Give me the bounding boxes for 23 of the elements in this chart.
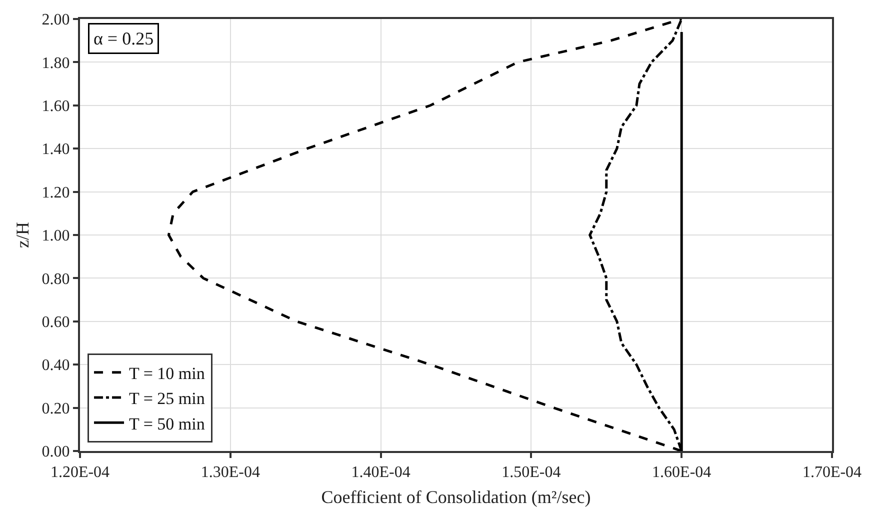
x-tick-label: 1.20E-04 <box>50 464 110 482</box>
x-tick-label: 1.40E-04 <box>351 464 410 482</box>
legend-label: T = 25 min <box>129 389 206 408</box>
y-tick-label: 0.00 <box>42 444 70 461</box>
y-tick-label: 0.60 <box>42 314 70 331</box>
annotation: α = 0.25 <box>94 28 154 48</box>
y-tick-label: 1.20 <box>42 184 70 202</box>
x-tick-label: 1.60E-04 <box>652 464 712 482</box>
y-tick-label: 1.80 <box>42 54 70 72</box>
legend-label: T = 50 min <box>129 414 206 434</box>
legend-label: T = 10 min <box>129 364 206 384</box>
y-axis-title: z/H <box>12 222 32 248</box>
x-tick-label: 1.30E-04 <box>200 464 260 482</box>
x-tick-label: 1.50E-04 <box>502 464 561 482</box>
y-tick-label: 1.60 <box>42 98 70 115</box>
x-tick-label: 1.70E-04 <box>802 464 862 482</box>
y-tick-label: 1.00 <box>42 228 70 245</box>
y-tick-label: 1.40 <box>42 141 70 158</box>
y-tick-label: 0.40 <box>42 357 70 374</box>
y-tick-label: 2.00 <box>42 12 70 29</box>
y-tick-label: 0.20 <box>42 400 70 418</box>
x-axis-title: Coefficient of Consolidation (m²/sec) <box>321 486 591 507</box>
y-tick-label: 0.80 <box>42 270 70 288</box>
